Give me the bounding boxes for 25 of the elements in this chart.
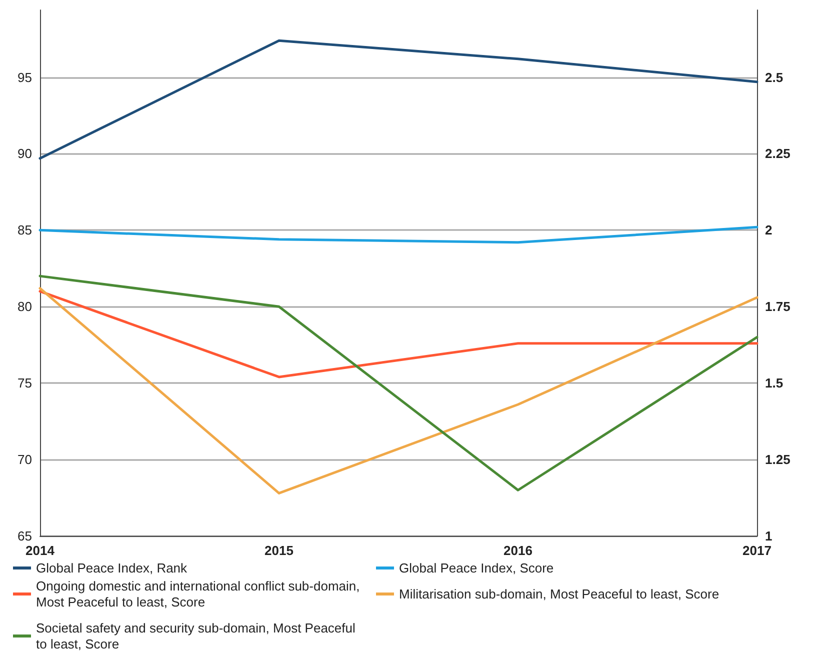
y2-tick-label: 2 — [765, 222, 772, 238]
legend-label: Ongoing domestic and international conflict sub-domain, Most Peaceful to least, Score — [36, 578, 364, 610]
y2-tick-label: 1.75 — [765, 299, 790, 314]
y2-tick-label: 1.5 — [765, 376, 784, 391]
y2-tick-label: 2.5 — [765, 70, 784, 85]
y2-tick-label: 2.25 — [765, 146, 790, 162]
y-tick-label: 95 — [18, 70, 32, 85]
legend-label: Global Peace Index, Score — [399, 560, 554, 576]
x-tick-label: 2014 — [26, 543, 56, 558]
line-series — [38, 39, 758, 160]
x-tick-label: 2015 — [264, 543, 294, 558]
y-tick-label: 85 — [18, 222, 32, 238]
x-tick-label: 2017 — [742, 543, 772, 558]
legend-label: Societal safety and security sub-domain, Most Peaceful to least, Score — [36, 620, 359, 652]
y-tick-label: 90 — [18, 146, 32, 162]
legend-label: Global Peace Index, Rank — [36, 560, 188, 576]
y-tick-label: 70 — [18, 452, 32, 468]
y-tick-label: 75 — [18, 376, 32, 391]
y2-tick-label: 1 — [765, 528, 772, 544]
y2-tick-label: 1.25 — [765, 452, 790, 468]
y-tick-label: 80 — [18, 299, 32, 314]
x-tick-label: 2016 — [504, 543, 532, 558]
legend-label: Militarisation sub-domain, Most Peaceful to least, Score — [399, 586, 720, 602]
y-tick-label: 65 — [18, 528, 32, 544]
line-series — [38, 226, 758, 244]
